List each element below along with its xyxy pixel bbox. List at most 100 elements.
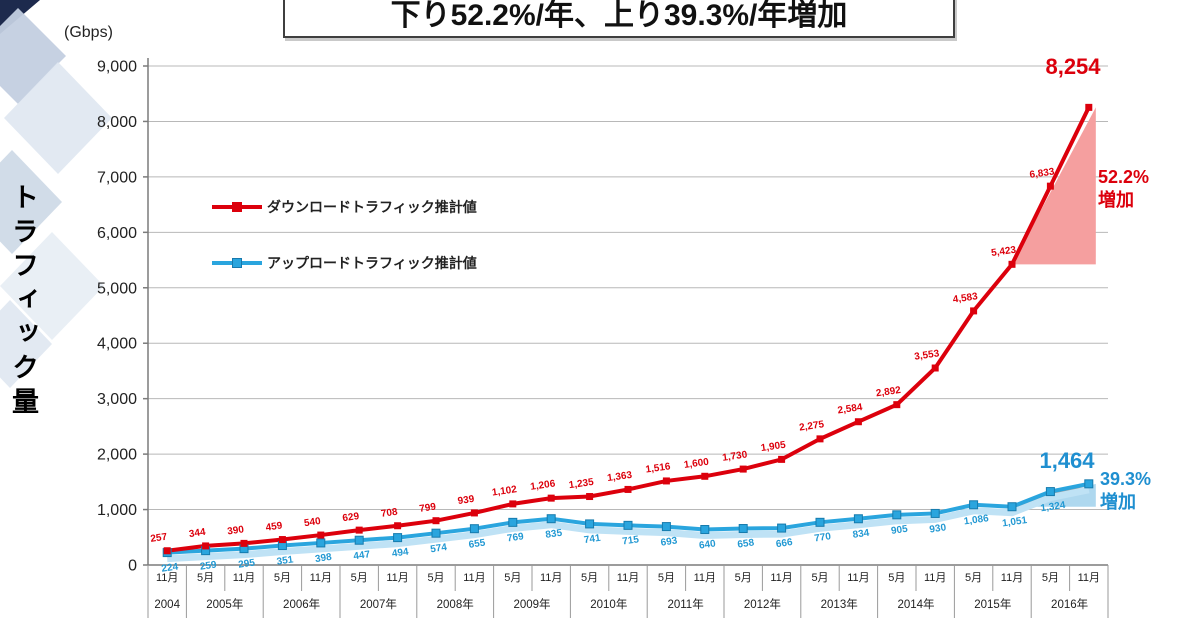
download-line-swatch-icon xyxy=(212,201,262,213)
month-tick-label: 11月 xyxy=(847,572,869,584)
upload-data-label: 693 xyxy=(660,535,678,548)
download-data-point xyxy=(278,536,286,544)
month-tick-label: 11月 xyxy=(156,572,178,584)
download-data-point xyxy=(893,401,901,409)
month-tick-label: 5月 xyxy=(581,572,598,584)
upload-data-label: 574 xyxy=(430,542,448,555)
month-tick-label: 11月 xyxy=(386,572,408,584)
download-data-label: 1,905 xyxy=(760,440,787,454)
upload-data-label: 447 xyxy=(353,549,371,562)
download-peak-value: 8,254 xyxy=(1045,54,1101,79)
year-tick-label: 2012年 xyxy=(744,597,781,611)
diamond-shape xyxy=(0,8,66,104)
upload-data-point xyxy=(777,523,787,533)
month-tick-label: 5月 xyxy=(197,572,214,584)
upload-data-label: 770 xyxy=(814,531,832,544)
download-growth-value: 52.2% xyxy=(1098,167,1150,187)
download-data-label: 540 xyxy=(303,516,321,529)
upload-data-point xyxy=(1007,502,1017,512)
download-data-point xyxy=(1008,260,1016,268)
year-tick-label: 2006年 xyxy=(283,597,320,611)
upload-data-label: 640 xyxy=(698,538,716,551)
month-tick-label: 5月 xyxy=(888,572,905,584)
y-tick-label: 8,000 xyxy=(97,114,137,131)
download-data-point xyxy=(586,493,594,501)
upload-data-label: 715 xyxy=(622,534,640,547)
upload-data-point xyxy=(700,525,710,535)
year-tick-label: 2013年 xyxy=(821,597,858,611)
upload-data-label: 1,324 xyxy=(1040,500,1067,514)
download-data-label: 2,584 xyxy=(837,402,864,416)
background-diamond-watermark xyxy=(0,0,112,388)
diamond-shape xyxy=(0,150,62,254)
download-data-point xyxy=(1085,103,1093,111)
download-data-label: 4,583 xyxy=(952,291,979,305)
chart-title: 下り52.2%/年、上り39.3%/年増加 xyxy=(283,0,955,38)
download-data-point xyxy=(509,500,517,508)
upload-data-label: 930 xyxy=(929,522,947,535)
upload-data-point xyxy=(431,528,441,538)
upload-data-point xyxy=(738,524,748,534)
upload-data-label: 1,051 xyxy=(1001,515,1028,529)
month-tick-label: 5月 xyxy=(1042,572,1059,584)
y-tick-label: 7,000 xyxy=(97,169,137,186)
y-tick-label: 9,000 xyxy=(97,59,137,76)
download-data-label: 1,235 xyxy=(568,477,595,491)
download-data-label: 629 xyxy=(342,511,360,524)
month-tick-label: 11月 xyxy=(924,572,946,584)
upload-data-label: 835 xyxy=(545,528,563,541)
download-data-point xyxy=(432,517,440,525)
year-tick-label: 2009年 xyxy=(513,597,550,611)
download-data-point xyxy=(394,522,402,530)
month-tick-label: 11月 xyxy=(694,572,716,584)
upload-growth-annotation: 39.3% 増加 xyxy=(1100,468,1151,513)
month-tick-label: 5月 xyxy=(735,572,752,584)
y-tick-label: 6,000 xyxy=(97,225,137,242)
upload-data-point xyxy=(1084,479,1094,489)
month-tick-label: 5月 xyxy=(351,572,368,584)
upload-data-label: 494 xyxy=(391,546,409,559)
download-data-point xyxy=(701,472,709,480)
upload-data-point xyxy=(969,500,979,510)
upload-data-point xyxy=(546,514,556,524)
month-tick-label: 11月 xyxy=(540,572,562,584)
upload-line-shadow xyxy=(167,486,1090,563)
upload-data-label: 259 xyxy=(199,559,217,572)
month-tick-label: 5月 xyxy=(965,572,982,584)
month-tick-label: 11月 xyxy=(463,572,485,584)
upload-data-label: 658 xyxy=(737,537,755,550)
diamond-shape xyxy=(0,232,104,340)
year-tick-label: 2005年 xyxy=(206,597,243,611)
year-tick-label: 2010年 xyxy=(590,597,627,611)
month-tick-label: 5月 xyxy=(504,572,521,584)
upload-data-point xyxy=(469,524,479,534)
year-tick-label: 2016年 xyxy=(1051,597,1088,611)
legend-download-label: ダウンロードトラフィック推計値 xyxy=(267,199,477,215)
download-growth-suffix: 増加 xyxy=(1098,189,1134,210)
diamond-shape xyxy=(0,300,52,388)
download-data-label: 939 xyxy=(457,494,475,507)
year-tick-label: 2015年 xyxy=(974,597,1011,611)
y-tick-label: 0 xyxy=(128,558,137,575)
month-tick-label: 5月 xyxy=(274,572,291,584)
legend-upload: アップロードトラフィック推計値 xyxy=(212,253,477,273)
diamond-shape xyxy=(4,62,112,174)
month-tick-label: 5月 xyxy=(427,572,444,584)
month-tick-label: 11月 xyxy=(617,572,639,584)
download-data-point xyxy=(854,418,862,426)
upload-data-point xyxy=(853,514,863,524)
upload-data-label: 834 xyxy=(852,528,870,541)
upload-data-point xyxy=(316,538,326,548)
download-data-point xyxy=(778,455,786,463)
download-data-point xyxy=(970,307,978,315)
month-tick-label: 11月 xyxy=(233,572,255,584)
download-data-point xyxy=(355,526,363,534)
month-tick-label: 5月 xyxy=(811,572,828,584)
month-tick-label: 5月 xyxy=(658,572,675,584)
upload-data-point xyxy=(585,519,595,529)
download-data-point xyxy=(240,539,248,547)
upload-data-point xyxy=(623,520,633,530)
chart-title-text: 下り52.2%/年、上り39.3%/年増加 xyxy=(390,0,848,32)
